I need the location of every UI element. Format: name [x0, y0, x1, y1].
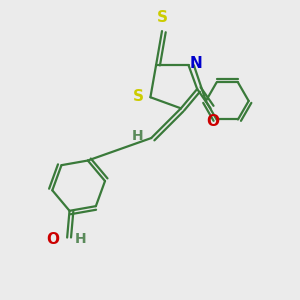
Text: S: S [133, 89, 144, 104]
Text: H: H [75, 232, 86, 246]
Text: N: N [190, 56, 203, 71]
Text: H: H [132, 129, 144, 143]
Text: O: O [206, 114, 219, 129]
Text: S: S [157, 10, 167, 25]
Text: O: O [47, 232, 60, 247]
